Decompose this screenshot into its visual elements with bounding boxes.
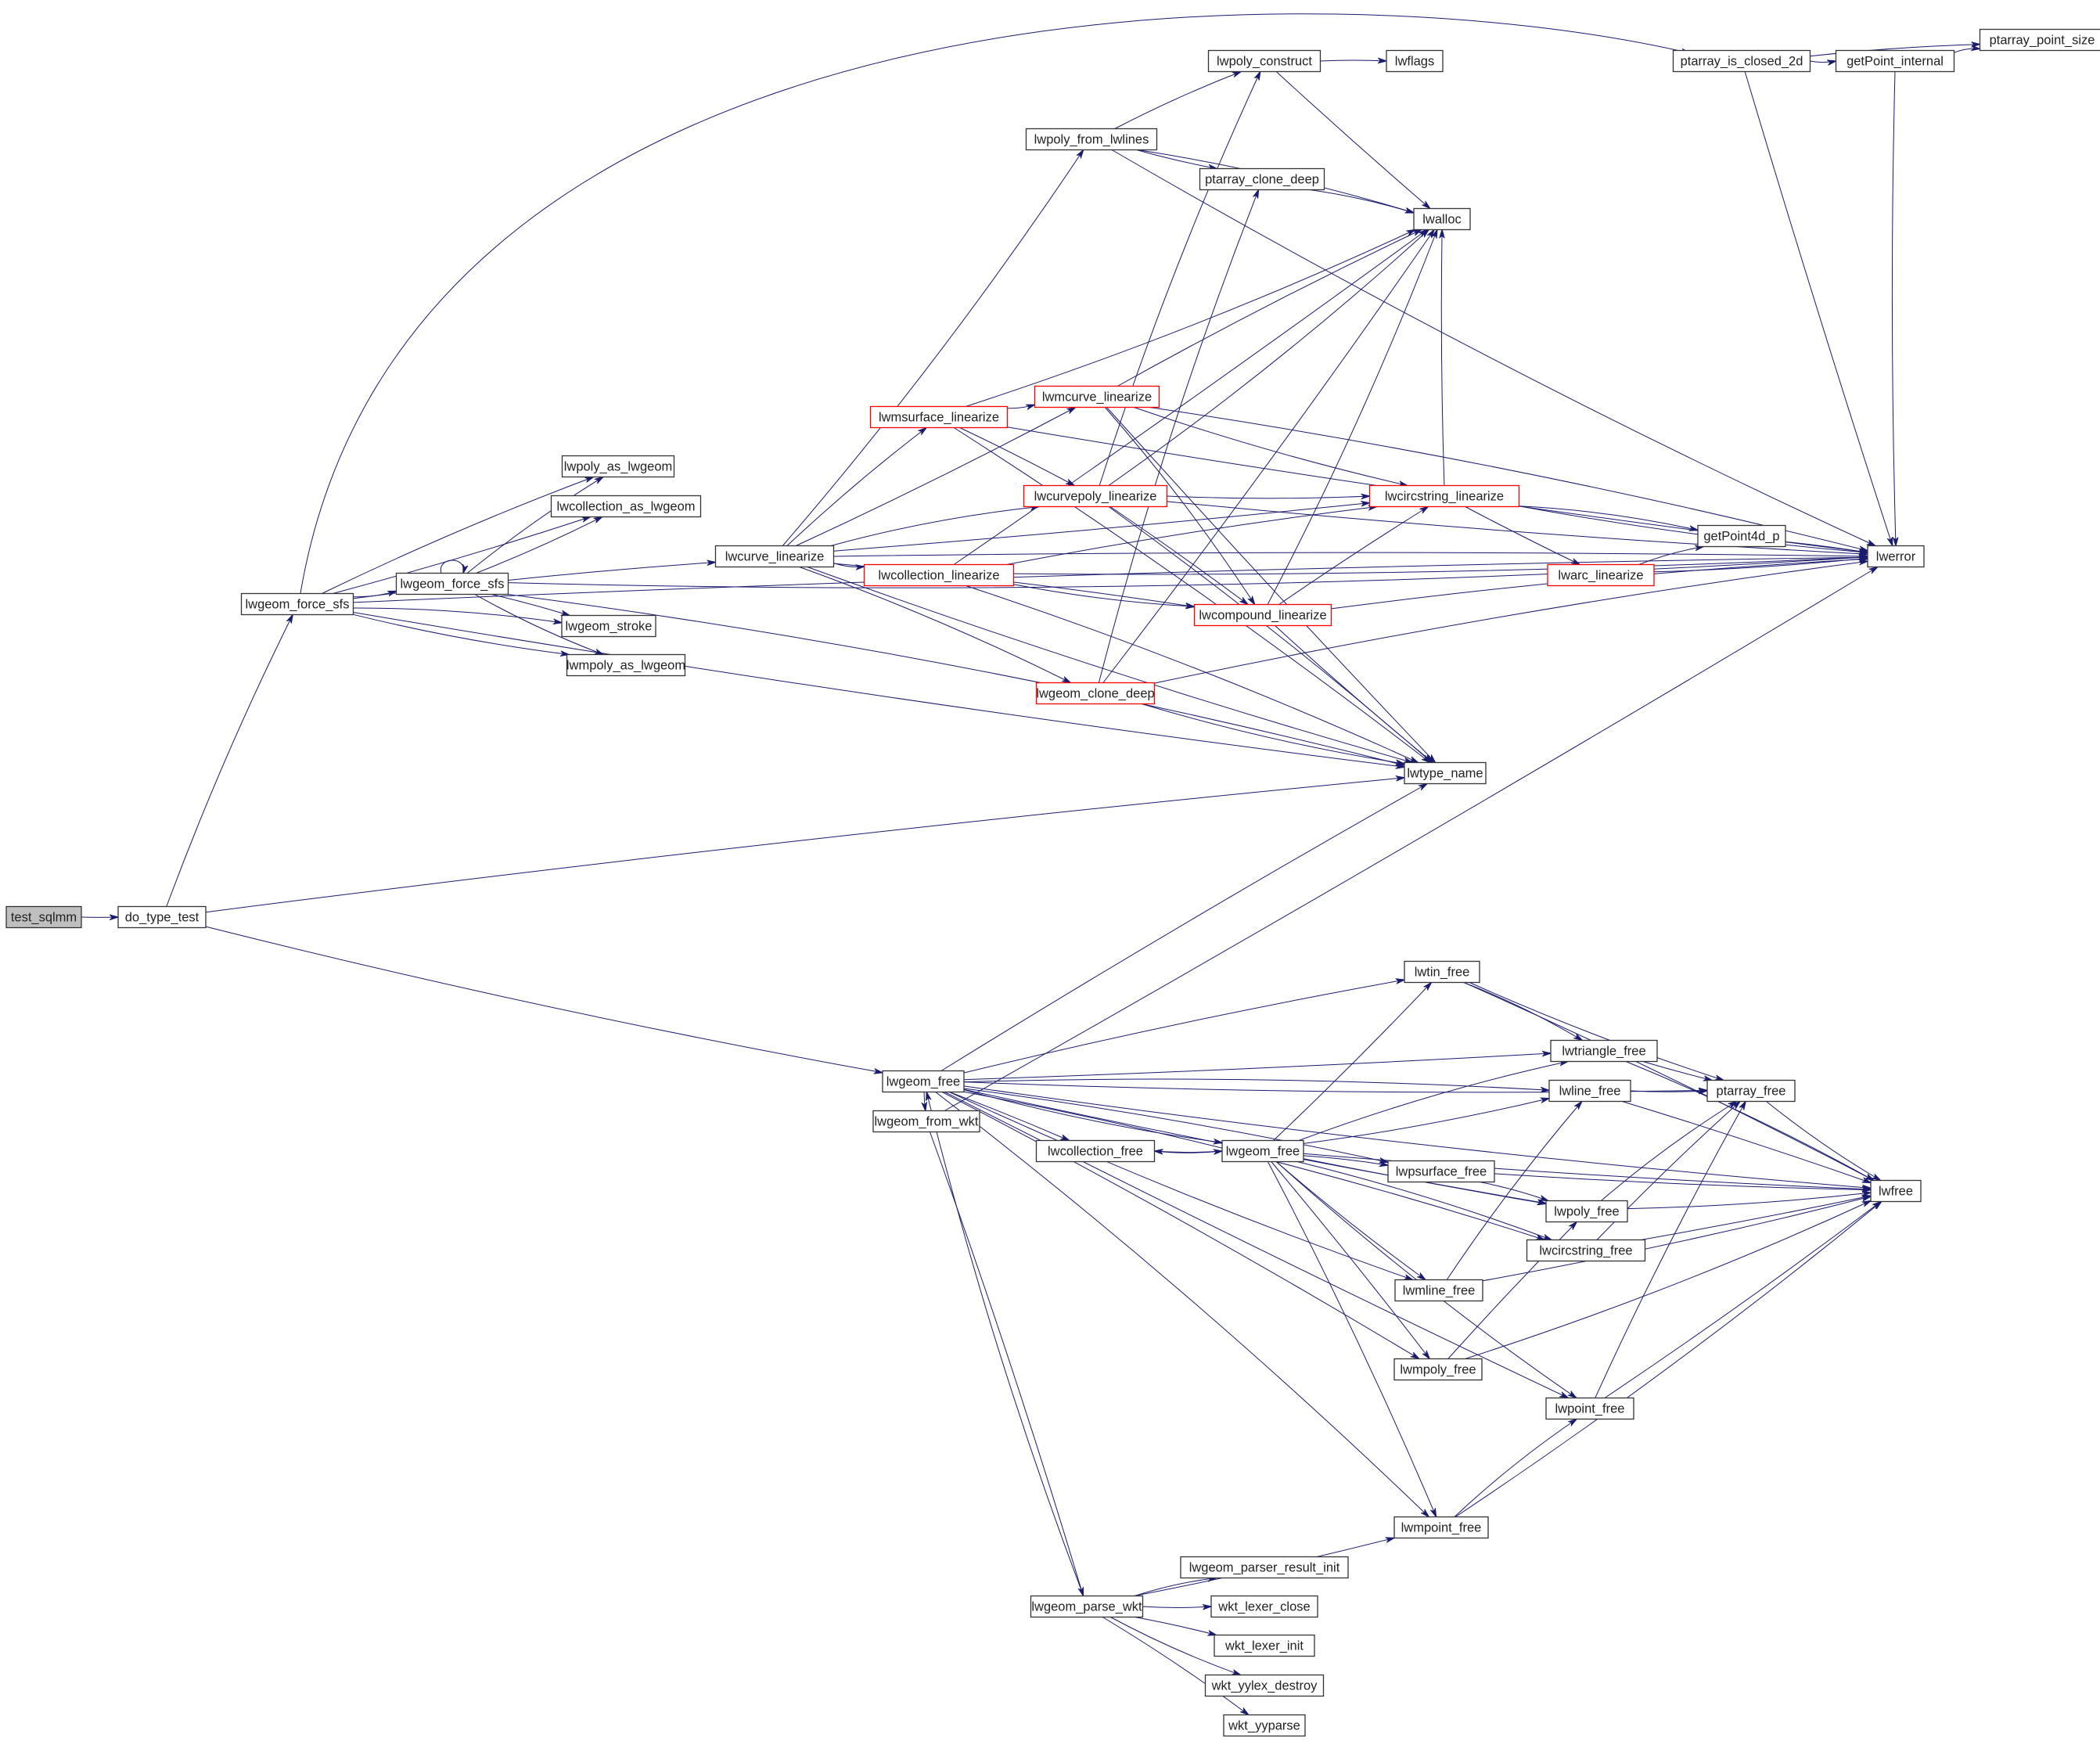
svg-text:lwgeom_free: lwgeom_free — [886, 1075, 960, 1089]
svg-text:lwpoly_construct: lwpoly_construct — [1217, 55, 1312, 69]
svg-text:lwgeom_stroke: lwgeom_stroke — [566, 620, 653, 634]
svg-text:ptarray_free: ptarray_free — [1717, 1085, 1786, 1099]
svg-text:lwalloc: lwalloc — [1422, 213, 1462, 227]
svg-text:lwpoly_free: lwpoly_free — [1554, 1205, 1619, 1219]
svg-text:lwline_free: lwline_free — [1559, 1085, 1621, 1099]
svg-text:lwmcurve_linearize: lwmcurve_linearize — [1042, 390, 1152, 405]
svg-text:lwcircstring_linearize: lwcircstring_linearize — [1385, 490, 1504, 504]
svg-text:lwgeom_from_wkt: lwgeom_from_wkt — [875, 1115, 979, 1129]
svg-text:lwcollection_linearize: lwcollection_linearize — [879, 569, 1000, 583]
svg-text:lwtin_free: lwtin_free — [1415, 966, 1470, 980]
svg-text:getPoint_internal: getPoint_internal — [1846, 55, 1944, 69]
svg-text:lwmpoly_free: lwmpoly_free — [1400, 1363, 1476, 1377]
svg-text:ptarray_point_size: ptarray_point_size — [1990, 34, 2095, 48]
svg-text:ptarray_is_closed_2d: ptarray_is_closed_2d — [1681, 55, 1803, 69]
svg-text:lwcircstring_free: lwcircstring_free — [1539, 1244, 1632, 1258]
svg-text:lwgeom_parse_wkt: lwgeom_parse_wkt — [1031, 1600, 1142, 1614]
svg-text:lwgeom_force_sfs: lwgeom_force_sfs — [246, 598, 350, 612]
svg-text:lwmsurface_linearize: lwmsurface_linearize — [879, 411, 999, 425]
svg-text:lwcurve_linearize: lwcurve_linearize — [725, 550, 825, 564]
svg-text:lwpsurface_free: lwpsurface_free — [1396, 1165, 1487, 1179]
svg-text:do_type_test: do_type_test — [125, 911, 200, 925]
svg-text:lwcollection_free: lwcollection_free — [1048, 1145, 1143, 1159]
svg-text:lwtype_name: lwtype_name — [1407, 767, 1483, 781]
svg-text:lwcompound_linearize: lwcompound_linearize — [1199, 609, 1326, 623]
svg-text:wkt_yylex_destroy: wkt_yylex_destroy — [1211, 1679, 1318, 1693]
svg-text:ptarray_clone_deep: ptarray_clone_deep — [1205, 173, 1319, 187]
svg-text:lwpoly_as_lwgeom: lwpoly_as_lwgeom — [564, 460, 673, 474]
svg-text:getPoint4d_p: getPoint4d_p — [1703, 530, 1779, 544]
svg-text:lwtriangle_free: lwtriangle_free — [1562, 1045, 1645, 1059]
svg-text:lwcurvepoly_linearize: lwcurvepoly_linearize — [1034, 490, 1157, 504]
svg-text:lwfree: lwfree — [1879, 1185, 1913, 1199]
svg-text:wkt_yyparse: wkt_yyparse — [1228, 1719, 1300, 1733]
svg-text:lwgeom_parser_result_init: lwgeom_parser_result_init — [1189, 1561, 1340, 1575]
svg-text:lwgeom_force_sfs: lwgeom_force_sfs — [401, 577, 505, 592]
svg-text:wkt_lexer_init: wkt_lexer_init — [1224, 1639, 1304, 1653]
svg-text:lwmline_free: lwmline_free — [1403, 1284, 1476, 1298]
svg-text:lwpoint_free: lwpoint_free — [1555, 1402, 1625, 1416]
svg-text:lwgeom_clone_deep: lwgeom_clone_deep — [1036, 687, 1154, 701]
svg-text:lwarc_linearize: lwarc_linearize — [1558, 569, 1643, 583]
svg-text:lwflags: lwflags — [1395, 55, 1434, 69]
svg-text:lwgeom_free: lwgeom_free — [1226, 1145, 1300, 1159]
svg-text:lwcollection_as_lwgeom: lwcollection_as_lwgeom — [556, 500, 695, 514]
svg-text:test_sqlmm: test_sqlmm — [11, 911, 77, 925]
svg-text:lwmpoint_free: lwmpoint_free — [1401, 1521, 1482, 1535]
svg-text:lwmpoly_as_lwgeom: lwmpoly_as_lwgeom — [566, 659, 685, 673]
svg-text:lwerror: lwerror — [1876, 550, 1916, 564]
svg-text:wkt_lexer_close: wkt_lexer_close — [1217, 1600, 1310, 1614]
svg-text:lwpoly_from_lwlines: lwpoly_from_lwlines — [1034, 133, 1149, 147]
